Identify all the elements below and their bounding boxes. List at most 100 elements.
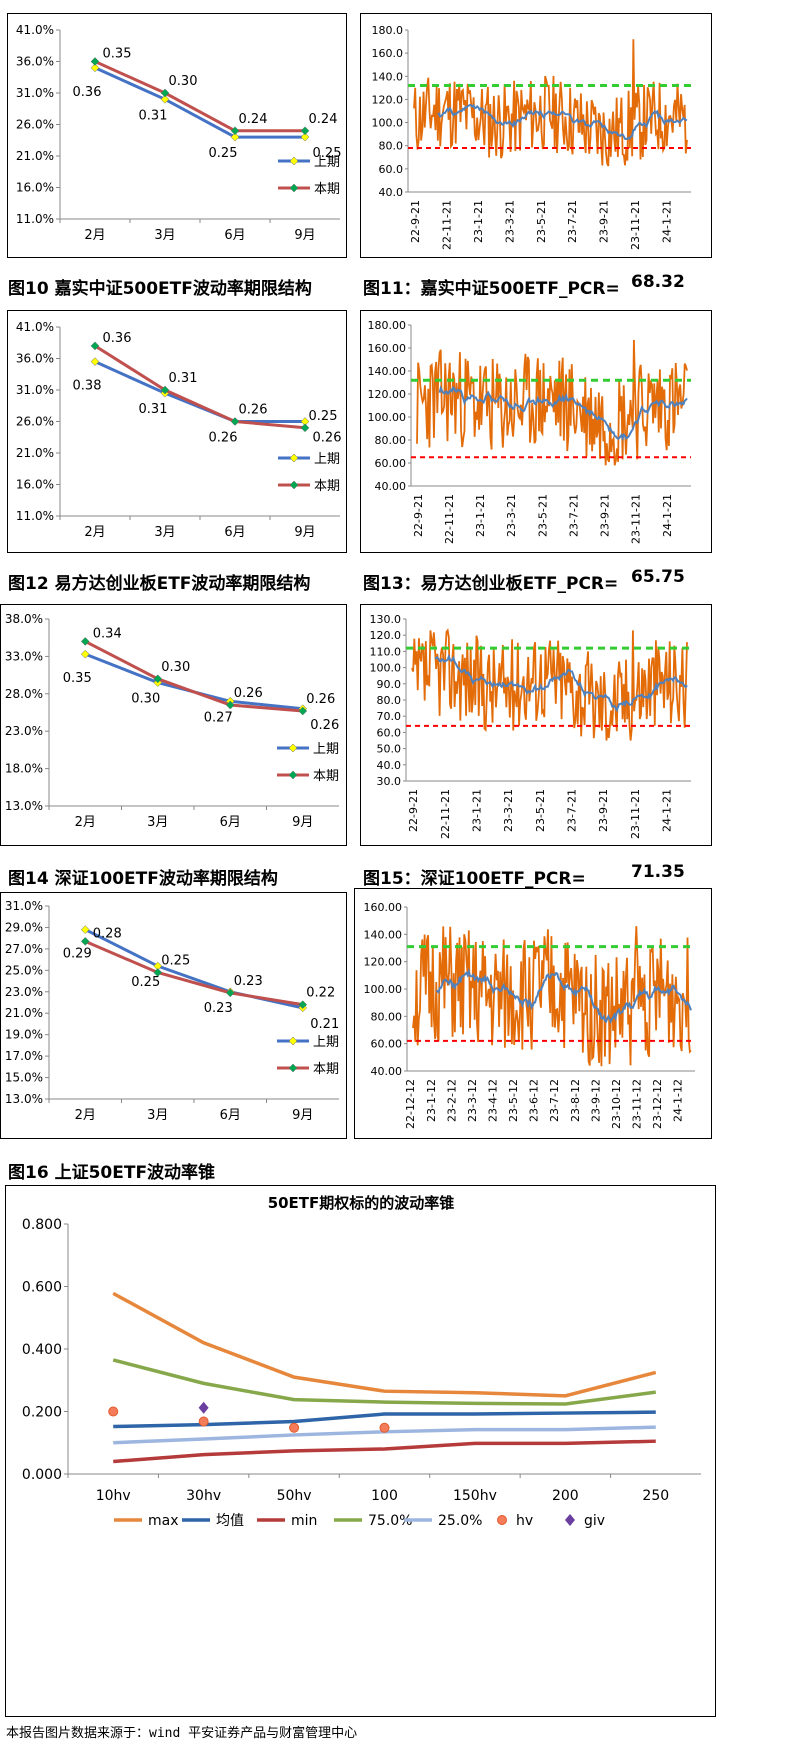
x-tick-label: 23-8-12: [569, 1079, 582, 1122]
hv-point: [289, 1422, 300, 1433]
y-tick-label: 17.0%: [5, 1049, 43, 1063]
x-tick-label: 6月: [224, 228, 245, 243]
data-label: 0.26: [234, 686, 263, 701]
data-label: 0.30: [161, 660, 190, 675]
data-label: 0.38: [73, 379, 102, 394]
data-point: [298, 706, 308, 716]
x-tick-label: 24-1-12: [672, 1079, 685, 1122]
y-tick-label: 110.0: [370, 645, 402, 658]
giv-point: [198, 1401, 209, 1414]
series-line-cur: [84, 940, 303, 1007]
y-tick-label: 41.0%: [16, 23, 54, 37]
y-tick-label: 120.0: [372, 93, 404, 106]
x-tick-label: 2月: [84, 525, 105, 540]
legend-marker: [497, 1515, 507, 1525]
data-point: [298, 1000, 308, 1009]
pcr-chart-500etf: 180.0 160.0 140.0 120.0 100.0 80.0 60.0 40.0 22-…: [360, 13, 712, 258]
x-tick-label: 22-9-21: [407, 789, 420, 832]
series-line-cur: [84, 640, 303, 713]
moving-average-line: [437, 103, 688, 141]
data-label: 0.36: [103, 331, 132, 346]
data-label: 0.21: [310, 1017, 339, 1032]
data-label: 0.34: [93, 626, 122, 641]
y-tick-label: 33.0%: [5, 649, 43, 663]
data-label: 0.24: [309, 112, 338, 127]
y-tick-label: 60.0: [377, 726, 402, 739]
data-label: 0.31: [169, 371, 198, 386]
y-tick-label: 100.00: [368, 411, 407, 424]
data-label: 0.26: [209, 431, 238, 446]
hv-point: [198, 1416, 209, 1427]
chart-svg-p4: 160.00140.00120.00100.0080.0060.0040.002…: [364, 901, 695, 1129]
data-point: [300, 126, 310, 136]
caption-fig13: 图13：易方达创业板ETF_PCR=: [363, 574, 619, 594]
data-label: 0.36: [73, 85, 102, 100]
legend-label: giv: [584, 1513, 605, 1529]
cone-line-75.0%: [112, 1358, 657, 1406]
legend-label: 本期: [314, 479, 340, 494]
x-tick-label: 23-11-21: [629, 789, 642, 839]
data-point: [80, 925, 90, 934]
data-label: 0.26: [313, 431, 342, 446]
y-tick-label: 21.0%: [16, 149, 54, 163]
legend-marker: [288, 1063, 298, 1073]
x-tick-label: 23-9-21: [598, 200, 611, 243]
legend-marker: [565, 1514, 575, 1526]
y-tick-label: 180.0: [372, 24, 404, 37]
series-line-prev: [94, 360, 305, 423]
x-tick-label: 23-11-21: [630, 494, 643, 544]
data-point: [230, 417, 240, 426]
caption-fig12: 图12 易方达创业板ETF波动率期限结构: [8, 574, 311, 594]
y-tick-label: 16.0%: [16, 478, 54, 492]
x-tick-label: 22-11-21: [440, 200, 453, 250]
x-tick-label: 23-9-12: [589, 1079, 602, 1122]
y-tick-label: 40.00: [371, 1065, 403, 1078]
data-label: 0.25: [209, 146, 238, 161]
data-label: 0.25: [313, 146, 342, 161]
y-tick-label: 90.0: [377, 678, 402, 691]
pcr-chart-sz100-etf: 130.0 120.0 110.0 100.0 90.0 80.0 70.0 60.0 50.0…: [360, 604, 712, 846]
term-structure-chart-sz100-etf: 38.0% 33.0% 28.0% 23.0% 18.0% 13.0% 2月 3月 6月 9月 0.…: [0, 604, 347, 846]
caption-fig15: 图15：深证100ETF_PCR=: [363, 869, 586, 889]
y-tick-label: 23.0%: [5, 985, 43, 999]
caption-fig10: 图10 嘉实中证500ETF波动率期限结构: [8, 279, 312, 299]
x-tick-label: 10hv: [96, 1488, 131, 1504]
caption-fig11: 图11：嘉实中证500ETF_PCR=: [363, 279, 620, 299]
pcr-value-cyb-etf: 65.75: [631, 567, 685, 587]
y-tick-label: 23.0%: [5, 724, 43, 738]
x-tick-label: 3月: [154, 228, 175, 243]
x-tick-label: 23-10-12: [610, 1079, 623, 1129]
y-tick-label: 31.0%: [5, 899, 43, 913]
y-tick-label: 28.0%: [5, 687, 43, 701]
data-label: 0.35: [103, 47, 132, 62]
x-tick-label: 23-12-12: [651, 1079, 664, 1129]
x-tick-label: 9月: [294, 228, 315, 243]
data-label: 0.26: [310, 718, 339, 733]
data-label: 0.23: [234, 974, 263, 989]
y-tick-label: 26.0%: [16, 415, 54, 429]
y-tick-label: 100.0: [372, 117, 404, 130]
x-tick-label: 3月: [147, 815, 168, 830]
x-tick-label: 200: [552, 1488, 579, 1504]
legend-label: 上期: [314, 155, 340, 170]
data-label: 0.29: [63, 947, 92, 962]
x-tick-label: 22-12-12: [404, 1079, 417, 1129]
data-label: 0.31: [139, 402, 168, 417]
chart-title: 50ETF期权标的的波动率锥: [268, 1194, 455, 1212]
data-point: [80, 937, 90, 946]
x-tick-label: 22-9-21: [412, 494, 425, 537]
y-tick-label: 50.0: [377, 743, 402, 756]
y-tick-label: 36.0%: [16, 352, 54, 366]
x-tick-label: 22-11-21: [439, 789, 452, 839]
y-tick-label: 60.0: [379, 163, 404, 176]
data-label: 0.26: [306, 692, 335, 707]
y-tick-label: 41.0%: [16, 320, 54, 334]
pcr-series-line: [413, 39, 688, 167]
data-label: 0.23: [204, 1001, 233, 1016]
y-tick-label: 30.0: [377, 775, 402, 788]
y-tick-label: 29.0%: [5, 920, 43, 934]
data-label: 0.35: [63, 671, 92, 686]
y-tick-label: 120.0: [370, 629, 402, 642]
legend-label: hv: [516, 1513, 533, 1529]
x-tick-label: 23-1-12: [425, 1079, 438, 1122]
